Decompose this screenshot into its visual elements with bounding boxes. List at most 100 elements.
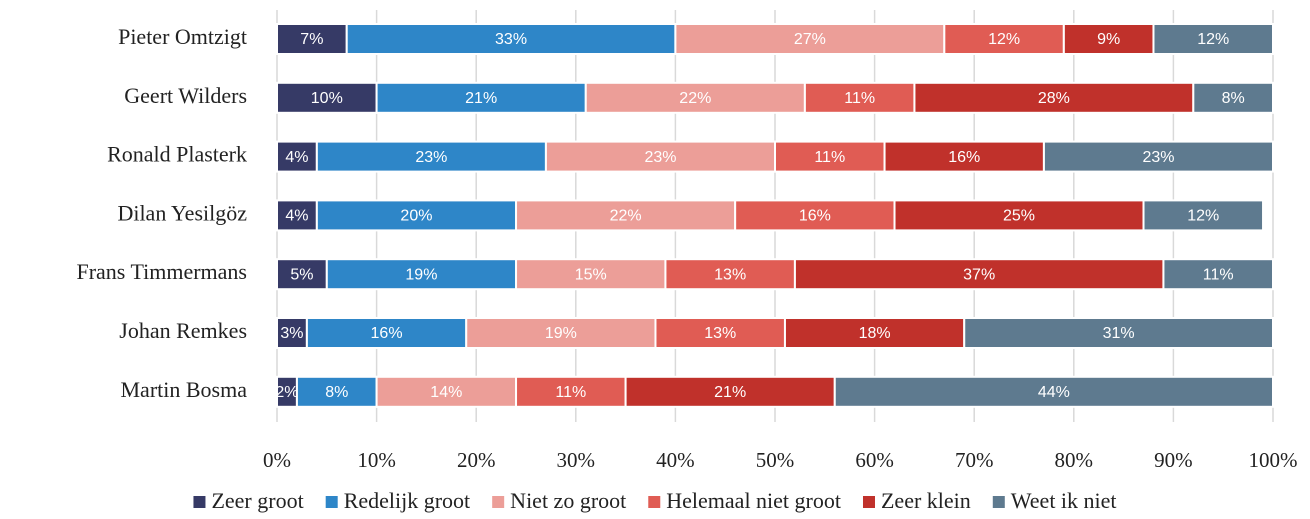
x-tick-label: 100% (1249, 448, 1298, 472)
value-label: 27% (794, 31, 826, 48)
legend-swatch (492, 496, 505, 508)
bar-segment (276, 81, 378, 114)
bar-segment (295, 375, 378, 408)
value-label: 16% (371, 325, 403, 342)
bar-segment (276, 140, 318, 173)
x-tick-label: 70% (955, 448, 994, 472)
bar-segment (1142, 199, 1265, 232)
value-label: 31% (1103, 325, 1135, 342)
x-tick-label: 20% (457, 448, 496, 472)
value-label: 7% (300, 31, 323, 48)
value-label: 19% (545, 325, 577, 342)
bar-segment (963, 317, 1274, 349)
value-label: 10% (311, 90, 343, 107)
value-label: 13% (714, 266, 746, 283)
value-label: 22% (610, 208, 642, 225)
value-label: 3% (280, 325, 303, 342)
value-label: 9% (1097, 31, 1120, 48)
value-label: 21% (714, 384, 746, 401)
bar-segment (833, 375, 1274, 408)
x-tick-label: 90% (1154, 448, 1193, 472)
legend-swatch (862, 496, 875, 508)
bar-segment (783, 317, 966, 349)
bar-segment (883, 140, 1045, 173)
value-label: 20% (400, 208, 432, 225)
value-label: 19% (405, 266, 437, 283)
bar-segment (1062, 23, 1155, 55)
value-label: 11% (844, 90, 875, 107)
legend-label: Weet ik niet (1011, 488, 1117, 513)
legend-swatch (193, 496, 206, 508)
value-label: 16% (799, 208, 831, 225)
legend-label: Redelijk groot (344, 488, 470, 513)
category-label: Dilan Yesilgöz (117, 200, 247, 225)
category-label: Johan Remkes (119, 318, 247, 343)
value-label: 21% (465, 90, 497, 107)
bar-segment (276, 23, 348, 55)
category-label: Geert Wilders (124, 83, 247, 108)
value-label: 33% (495, 31, 527, 48)
value-label: 12% (1197, 31, 1229, 48)
value-label: 8% (325, 384, 348, 401)
legend-swatch (992, 496, 1005, 508)
value-label: 4% (285, 149, 308, 166)
x-tick-label: 0% (263, 448, 291, 472)
category-label: Ronald Plasterk (107, 142, 247, 167)
bar-segment (515, 258, 667, 291)
bar-segment (1162, 258, 1274, 291)
bar-segment (315, 199, 518, 232)
bar-segment (1192, 81, 1274, 114)
x-tick-label: 30% (557, 448, 596, 472)
bar-segment (893, 199, 1145, 232)
legend-label: Zeer klein (881, 488, 971, 513)
value-label: 18% (859, 325, 891, 342)
bar-segment (276, 317, 308, 349)
value-label: 5% (290, 266, 313, 283)
bar-segment (315, 140, 547, 173)
bar-segment (584, 81, 806, 114)
legend-label: Zeer groot (211, 488, 303, 513)
value-label: 23% (1142, 149, 1174, 166)
bar-segment (515, 199, 737, 232)
value-label: 44% (1038, 384, 1070, 401)
legend-swatch (648, 496, 661, 508)
value-label: 11% (814, 149, 845, 166)
value-label: 4% (285, 208, 308, 225)
bar-segment (345, 23, 677, 55)
value-label: 23% (644, 149, 676, 166)
x-tick-label: 10% (357, 448, 396, 472)
bar-segment (544, 140, 776, 173)
legend: Zeer groot Redelijk groot Niet zo groot Hel… (193, 488, 1117, 513)
value-label: 14% (430, 384, 462, 401)
bar-segment (1152, 23, 1274, 55)
value-label: 8% (1222, 90, 1245, 107)
bar-segment (325, 258, 518, 291)
bar-segment (943, 23, 1065, 55)
bar-segment (734, 199, 896, 232)
category-label: Pieter Omtzigt (118, 24, 247, 49)
value-label: 25% (1003, 208, 1035, 225)
value-label: 13% (704, 325, 736, 342)
bar-segment (793, 258, 1165, 291)
value-label: 15% (575, 266, 607, 283)
bar-segment (276, 199, 318, 232)
bar-segment (913, 81, 1195, 114)
x-tick-label: 50% (756, 448, 795, 472)
category-label: Martin Bosma (121, 377, 248, 402)
value-label: 22% (679, 90, 711, 107)
value-label: 16% (948, 149, 980, 166)
value-label: 12% (988, 31, 1020, 48)
legend-label: Helemaal niet groot (666, 488, 841, 513)
value-label: 37% (963, 266, 995, 283)
value-label: 11% (555, 384, 586, 401)
x-tick-label: 60% (855, 448, 894, 472)
legend-swatch (325, 496, 338, 508)
value-label: 28% (1038, 90, 1070, 107)
category-label: Frans Timmermans (76, 259, 247, 284)
value-label: 23% (415, 149, 447, 166)
legend-label: Niet zo groot (510, 488, 626, 513)
value-label: 11% (1203, 266, 1234, 283)
x-tick-label: 40% (656, 448, 695, 472)
bar-segment (774, 140, 886, 173)
